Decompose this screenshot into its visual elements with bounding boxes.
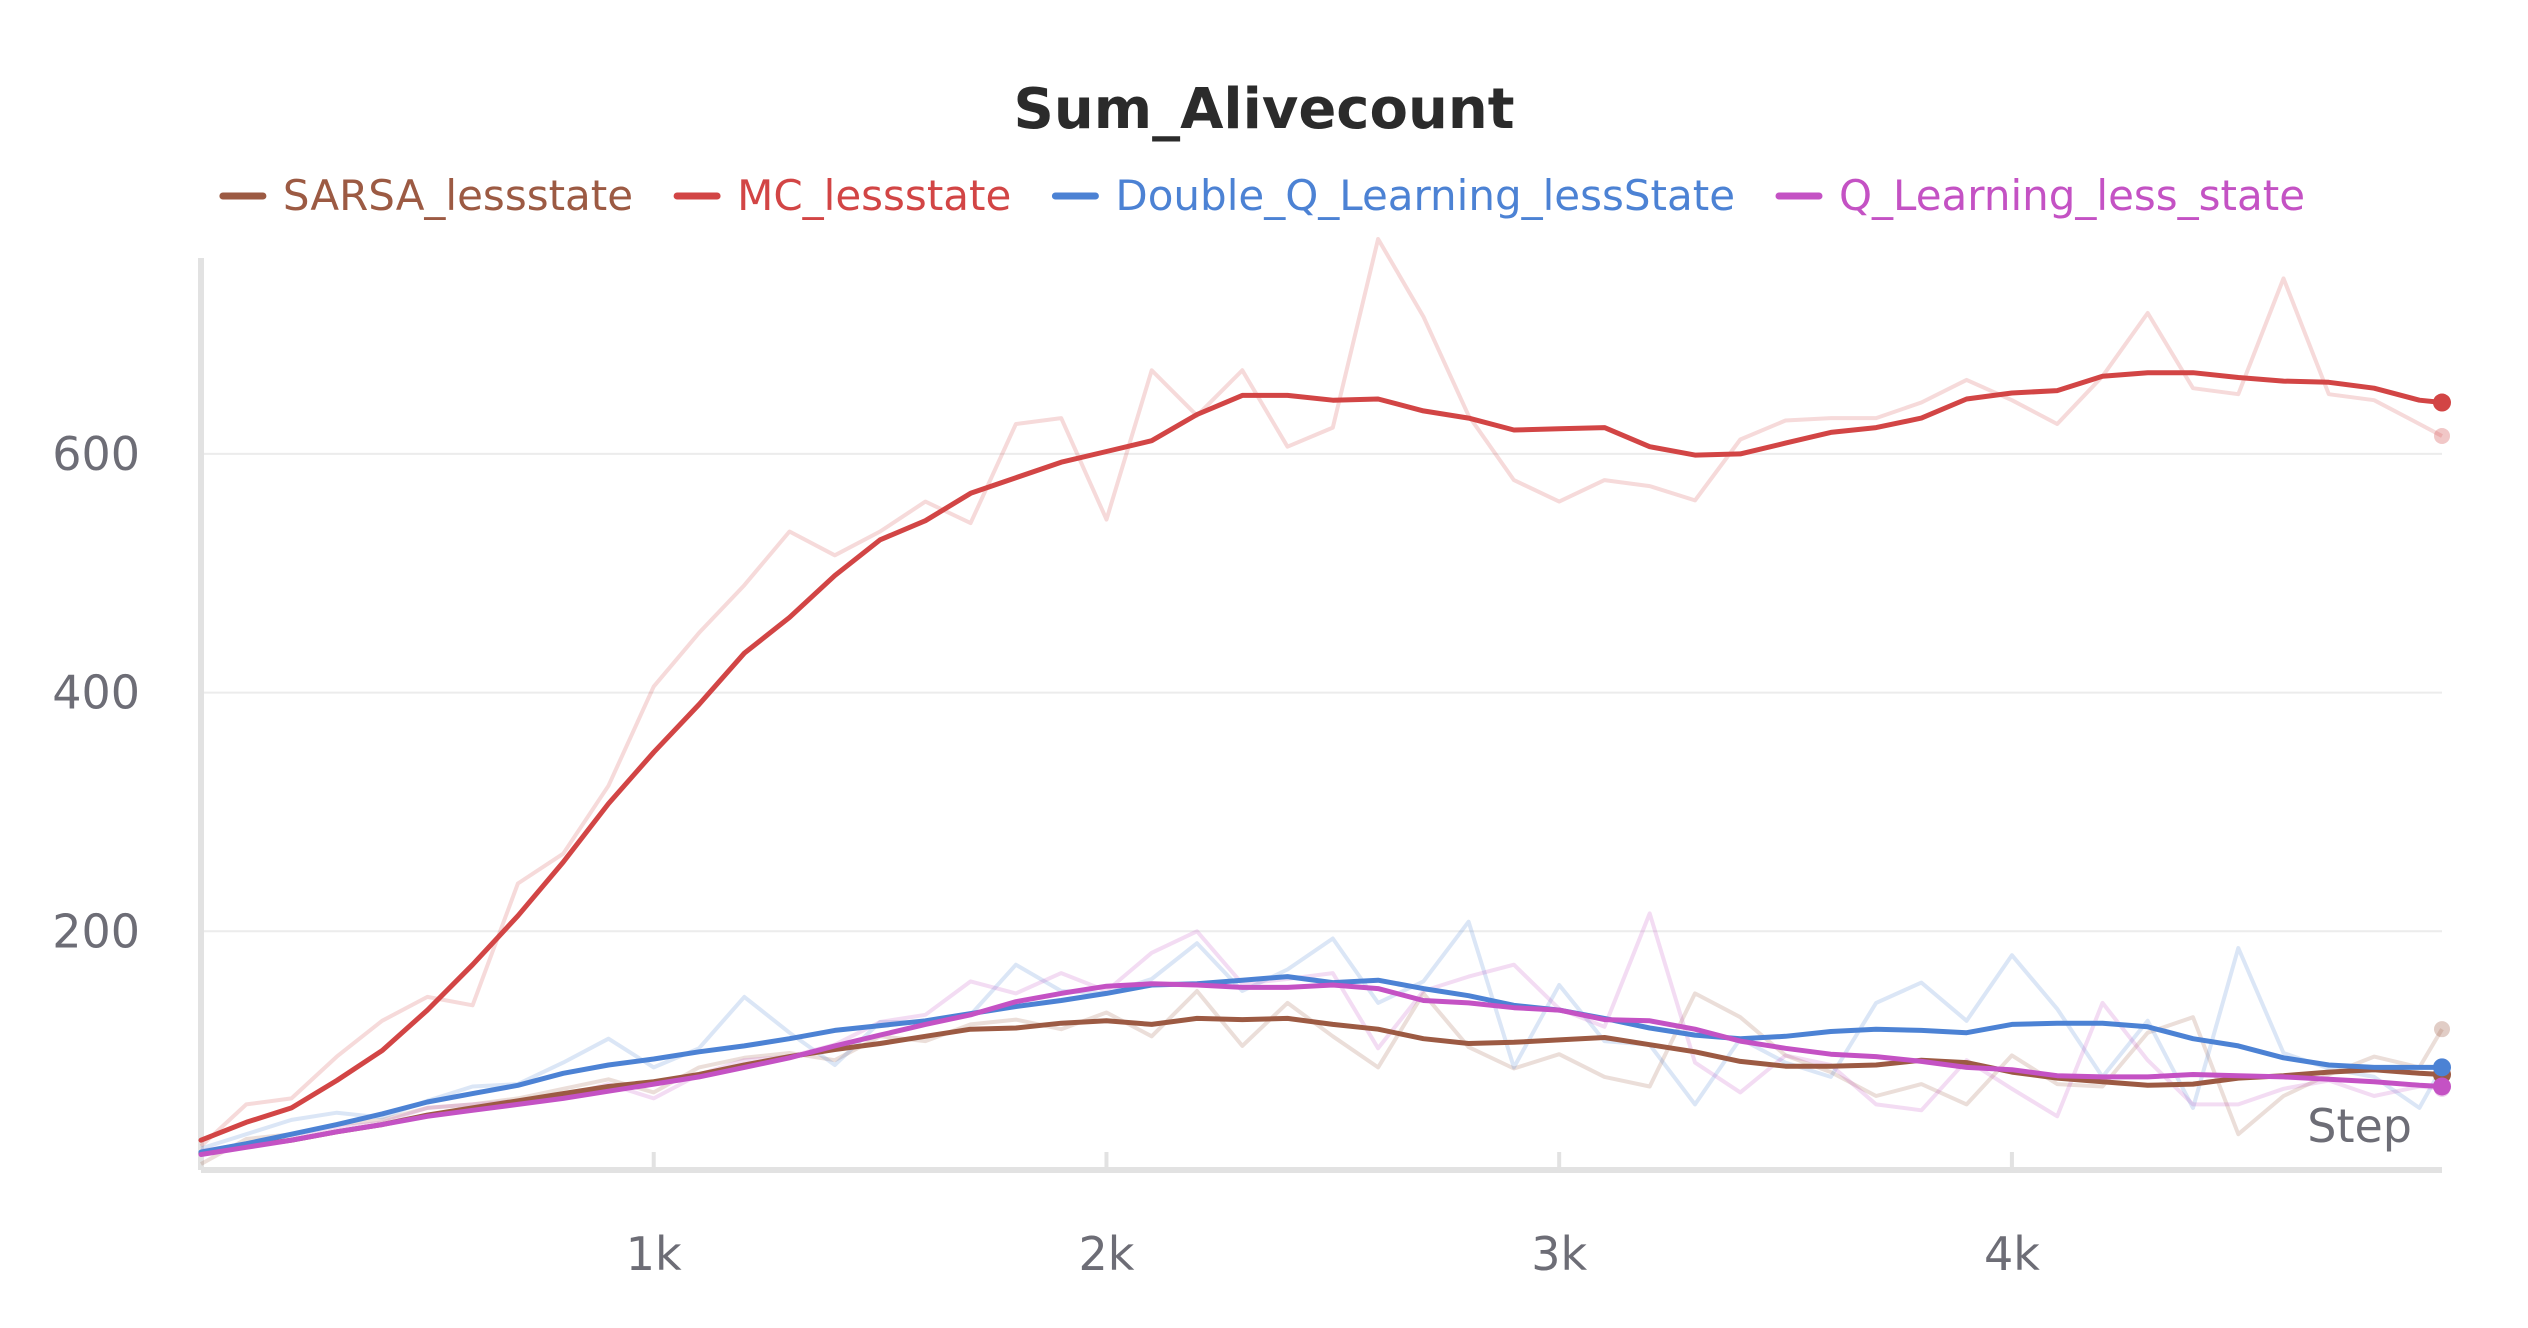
legend-item-mc-lessstate: MC_lessstate	[673, 171, 1011, 220]
raw-line-sarsa-lessstate	[200, 989, 2444, 1166]
series-line-mc-lessstate	[198, 370, 2445, 1143]
series-line-sarsa-lessstate	[198, 1015, 2445, 1156]
end-marker-double-q-learning-lessstate	[2433, 1058, 2451, 1077]
raw-end-marker-sarsa-lessstate	[2434, 1021, 2450, 1038]
legend-item-sarsa-lessstate: SARSA_lessstate	[219, 171, 633, 220]
x-tick-label: 1k	[626, 1227, 682, 1281]
x-axis-label: Step	[2307, 1099, 2412, 1153]
legend-item-double-q-learning-lessstate: Double_Q_Learning_lessState	[1051, 171, 1735, 220]
legend-label: MC_lessstate	[737, 171, 1011, 220]
series-line-q-learning-less-state	[198, 981, 2445, 1157]
raw-line-q-learning-less-state	[200, 911, 2443, 1153]
raw-line-double-q-learning-lessstate	[200, 919, 2444, 1151]
legend-label: Q_Learning_less_state	[1839, 171, 2305, 220]
end-marker-q-learning-less-state	[2433, 1077, 2451, 1096]
chart-title: Sum_Alivecount	[1014, 77, 1515, 142]
x-tick-label: 2k	[1079, 1227, 1135, 1281]
legend: SARSA_lessstate MC_lessstate Double_Q_Lear…	[219, 171, 2305, 220]
end-marker-mc-lessstate	[2433, 393, 2451, 412]
end-markers	[2433, 393, 2451, 1097]
legend-label: SARSA_lessstate	[283, 171, 633, 220]
raw-line-mc-lessstate	[199, 237, 2443, 1148]
y-tick-label: 200	[52, 904, 140, 958]
raw-end-marker-mc-lessstate	[2434, 427, 2450, 444]
y-tick-label: 600	[52, 427, 140, 481]
axes: 1k 2k 3k 4k	[198, 258, 2442, 1281]
x-tick-label: 3k	[1531, 1227, 1587, 1281]
legend-label: Double_Q_Learning_lessState	[1115, 171, 1735, 220]
y-tick-label: 400	[52, 666, 140, 720]
x-tick-label: 4k	[1984, 1227, 2040, 1281]
grid: 200 400 600	[52, 427, 2442, 958]
series-line-double-q-learning-lessstate	[198, 974, 2445, 1155]
legend-item-q-learning-less-state: Q_Learning_less_state	[1775, 171, 2305, 220]
smoothed-series-lines	[198, 370, 2445, 1157]
